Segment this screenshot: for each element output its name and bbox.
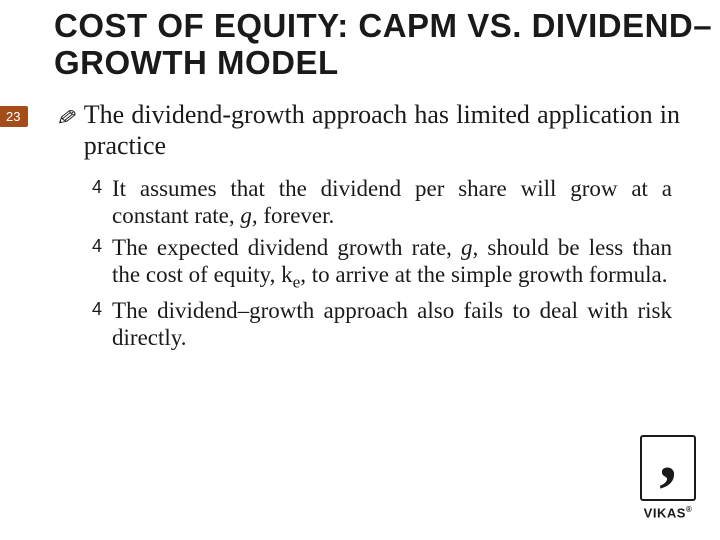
slide-title: COST OF EQUITY: CAPM VS. DIVIDEND–GROWTH…	[0, 0, 720, 82]
page-number-badge: 23	[0, 106, 28, 127]
sub-point-list: 4 It assumes that the dividend per share …	[54, 175, 680, 351]
sub-point-text: The dividend–growth approach also fails …	[112, 297, 672, 351]
sub-point: 4 The expected dividend growth rate, g, s…	[92, 234, 672, 293]
sub-point: 4 The dividend–growth approach also fails…	[92, 297, 672, 351]
brand-logo: , VIKAS®	[640, 435, 696, 520]
sub-point-text: The expected dividend growth rate, g, sh…	[112, 234, 672, 293]
book-icon: 4	[92, 236, 102, 258]
comma-icon: ,	[659, 438, 677, 473]
main-point: ✎ The dividend-growth approach has limit…	[54, 100, 680, 161]
slide-content: ✎ The dividend-growth approach has limit…	[0, 82, 720, 351]
book-icon: 4	[92, 177, 102, 199]
logo-text: VIKAS®	[644, 505, 693, 520]
book-icon: 4	[92, 299, 102, 321]
main-point-text: The dividend-growth approach has limited…	[84, 100, 680, 161]
slide: COST OF EQUITY: CAPM VS. DIVIDEND–GROWTH…	[0, 0, 720, 540]
pencil-icon: ✎	[52, 108, 78, 125]
sub-point: 4 It assumes that the dividend per share …	[92, 175, 672, 229]
sub-point-text: It assumes that the dividend per share w…	[112, 175, 672, 229]
logo-box: ,	[640, 435, 696, 501]
